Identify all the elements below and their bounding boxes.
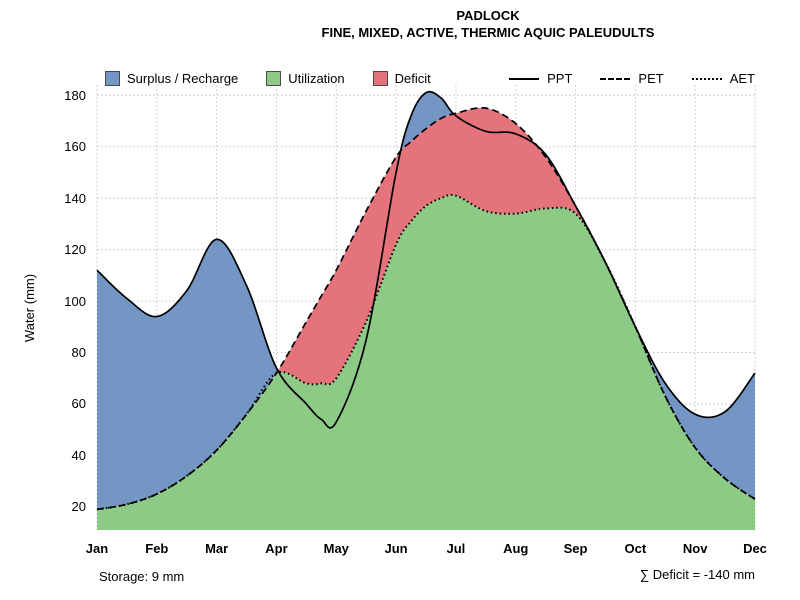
chart-subtitle: FINE, MIXED, ACTIVE, THERMIC AQUIC PALEU… xyxy=(321,25,655,40)
storage-annotation: Storage: 9 mm xyxy=(99,569,185,584)
legend-label-ppt: PPT xyxy=(547,71,573,86)
deficit-sum-annotation: ∑ Deficit = -140 mm xyxy=(639,567,755,582)
legend-label-surplus: Surplus / Recharge xyxy=(127,71,239,86)
chart-title: PADLOCK xyxy=(456,8,520,23)
legend-label-aet: AET xyxy=(729,71,755,86)
line-legend-group: PPT PET AET xyxy=(509,71,755,86)
deficit-swatch-icon xyxy=(372,71,388,86)
pet-dashed-line-icon xyxy=(600,77,631,80)
legend-item-deficit: Deficit xyxy=(372,71,431,86)
legend-label-utilization: Utilization xyxy=(288,71,345,86)
legend-label-deficit: Deficit xyxy=(394,71,431,86)
legend-item-utilization: Utilization xyxy=(266,71,345,86)
chart-header: PADLOCK FINE, MIXED, ACTIVE, THERMIC AQU… xyxy=(176,7,800,41)
legend-item-aet: AET xyxy=(691,71,755,86)
area-legend-group: Surplus / Recharge Utilization Deficit xyxy=(105,71,431,86)
chart-legend: Surplus / Recharge Utilization Deficit P… xyxy=(105,71,755,86)
surplus-swatch-icon xyxy=(105,71,120,86)
legend-item-ppt: PPT xyxy=(509,71,572,86)
y-axis-title: Water (mm) xyxy=(22,273,37,343)
aet-dotted-line-icon xyxy=(691,77,722,80)
ppt-solid-line-icon xyxy=(509,77,540,80)
legend-label-pet: PET xyxy=(638,71,664,86)
legend-item-surplus: Surplus / Recharge xyxy=(105,71,238,86)
utilization-swatch-icon xyxy=(266,71,282,86)
legend-item-pet: PET xyxy=(600,71,664,86)
